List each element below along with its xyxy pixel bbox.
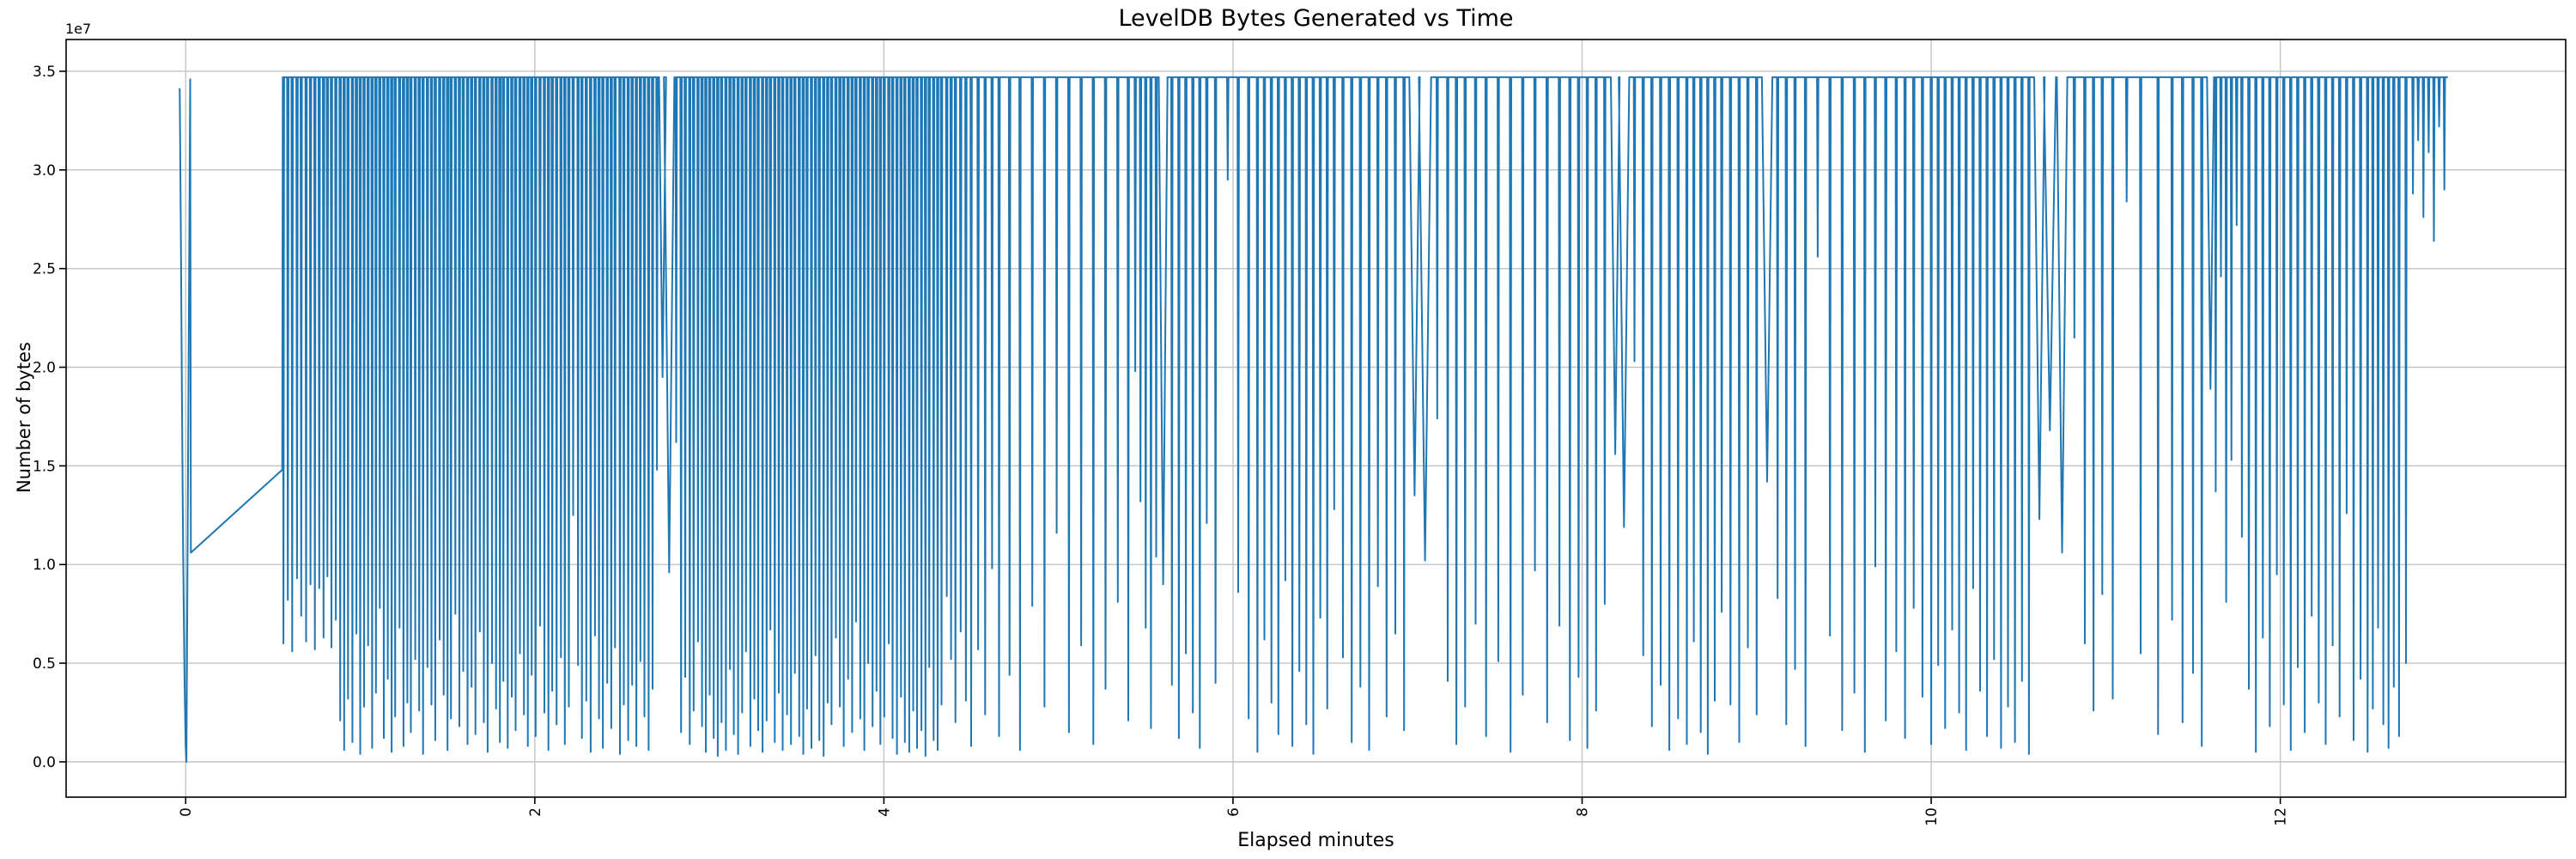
y-tick-label: 0.0 — [33, 754, 56, 771]
x-tick-label: 6 — [1225, 807, 1242, 817]
y-tick-label: 1.5 — [33, 458, 56, 475]
x-tick-label: 8 — [1575, 807, 1592, 817]
y-axis-offset-label: 1e7 — [65, 21, 92, 37]
x-tick-label: 4 — [876, 807, 893, 817]
tick-labels: 0 2 4 6 8 10 12 0.0 0.5 1.0 1.5 2.0 2.5 3.0 3.5 — [33, 64, 2290, 826]
tick-marks — [59, 70, 2281, 804]
y-tick-label: 3.5 — [33, 64, 56, 81]
y-tick-label: 2.5 — [33, 261, 56, 278]
x-tick-label: 10 — [1923, 807, 1941, 826]
x-tick-label: 0 — [178, 807, 195, 817]
y-tick-label: 3.0 — [33, 162, 56, 180]
x-tick-label: 12 — [2273, 807, 2290, 826]
x-axis-label: Elapsed minutes — [1237, 830, 1394, 851]
axes-spines — [65, 39, 2567, 798]
y-tick-label: 1.0 — [33, 557, 56, 574]
chart-title: LevelDB Bytes Generated vs Time — [1118, 5, 1514, 32]
x-tick-label: 2 — [527, 807, 544, 817]
series-line — [179, 76, 2448, 763]
y-tick-label: 2.0 — [33, 360, 56, 377]
y-tick-label: 0.5 — [33, 655, 56, 673]
